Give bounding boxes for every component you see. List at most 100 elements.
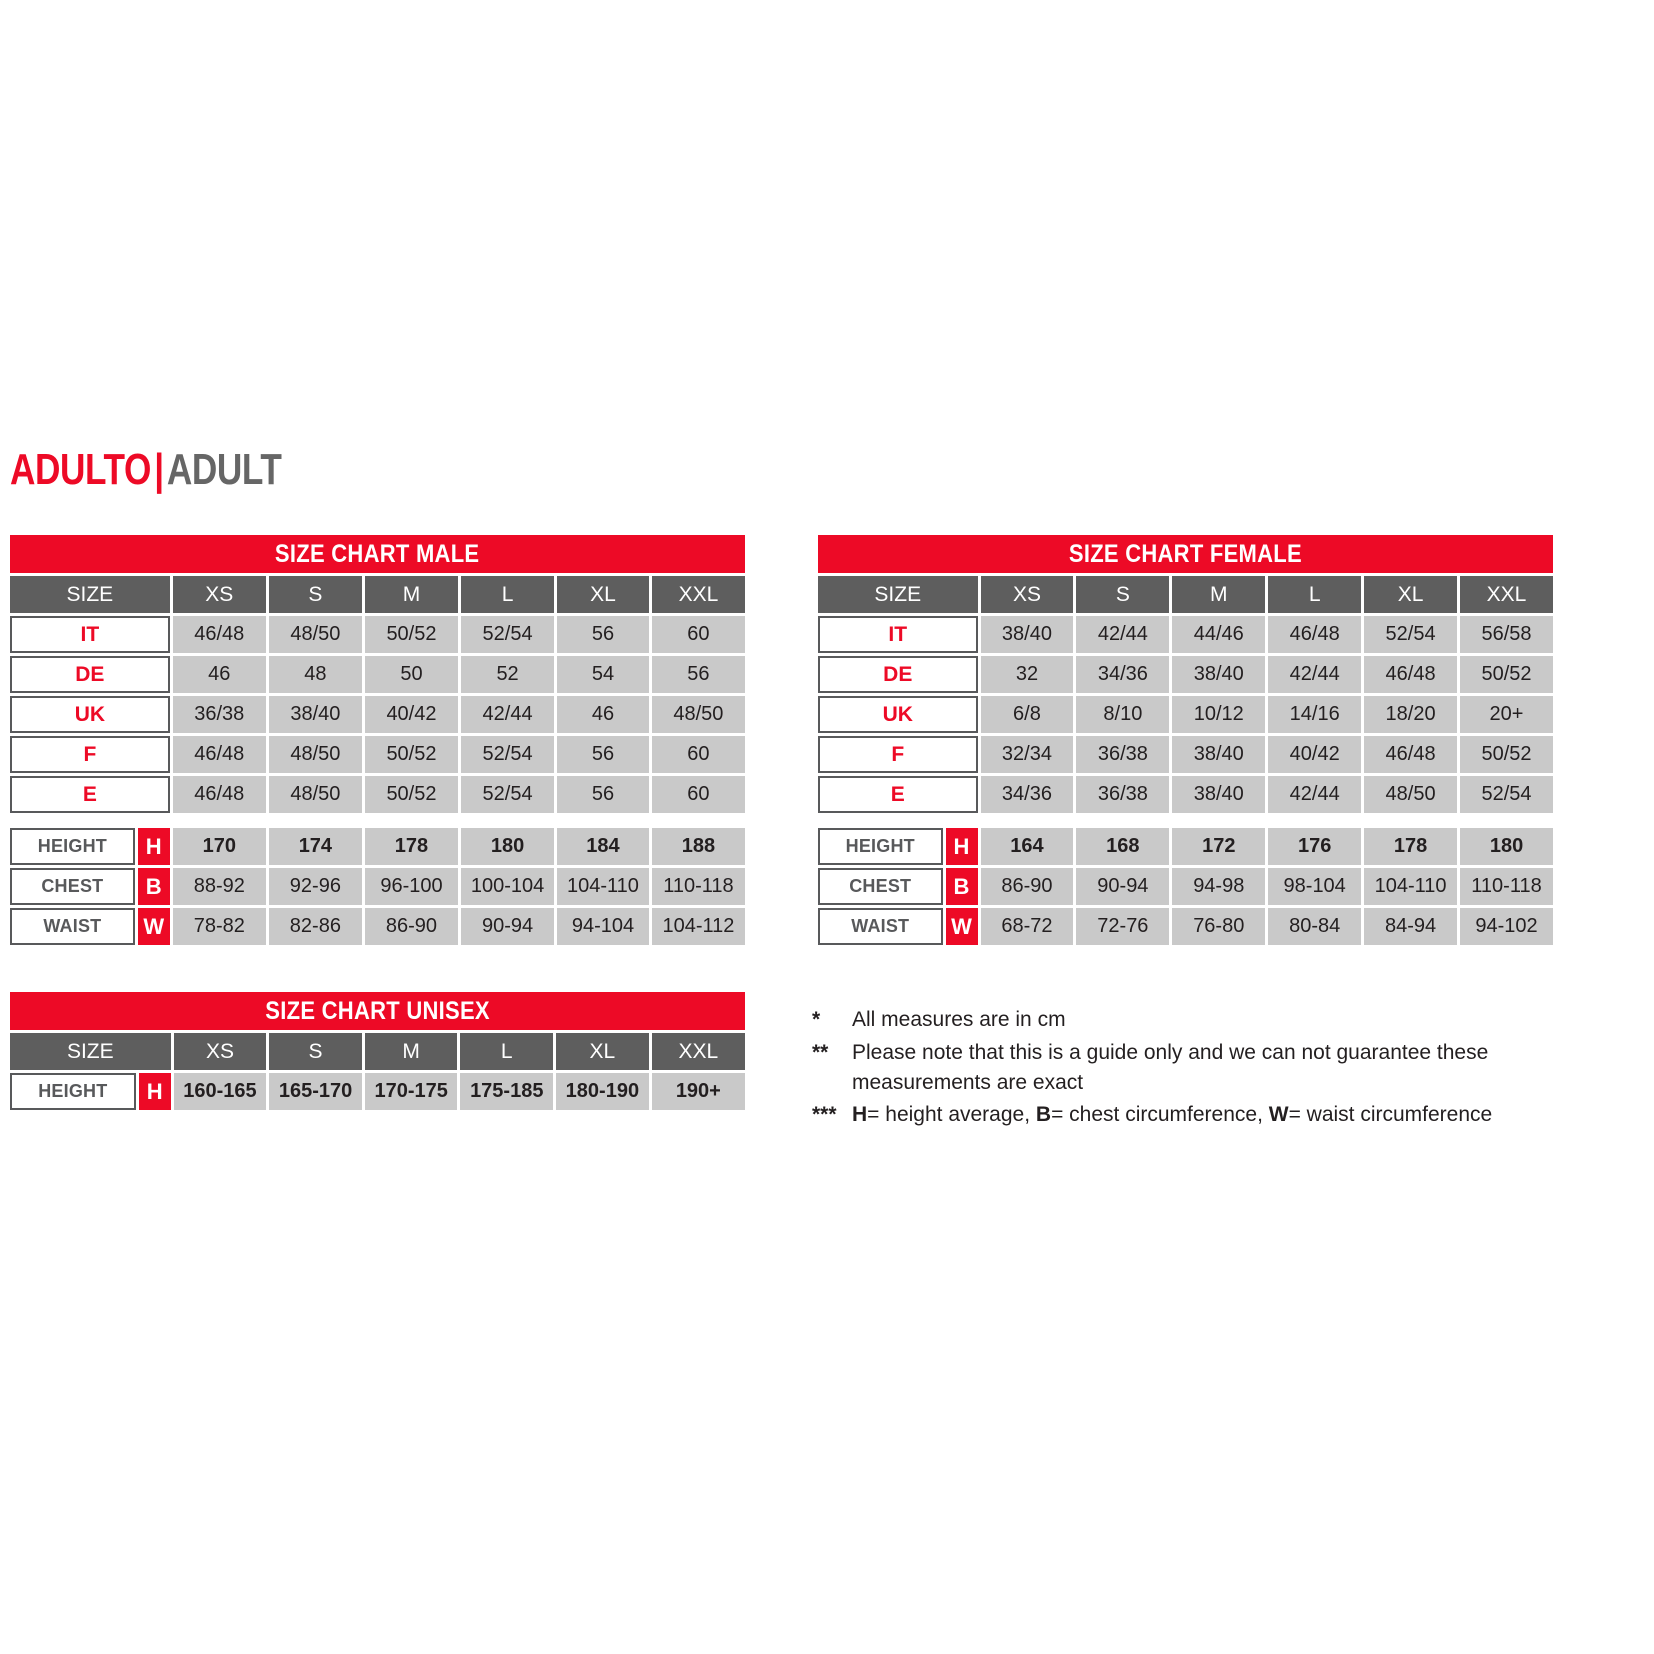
table-cell: 94-98 (1172, 868, 1266, 905)
table-cell: 50/52 (364, 616, 459, 653)
table-row: E 46/48 48/50 50/52 52/54 56 60 (10, 776, 745, 813)
measure-label: HEIGHT (818, 828, 943, 865)
table-cell: 94-102 (1460, 908, 1553, 945)
table-cell: 98-104 (1268, 868, 1362, 905)
table-cell: 184 (557, 828, 649, 865)
measure-badge-h: H (945, 828, 978, 865)
column-header-xxl: XXL (651, 1033, 745, 1070)
measure-badge-w: W (137, 908, 170, 945)
table-cell: 46/48 (172, 736, 266, 773)
table-cell: 42/44 (461, 696, 555, 733)
size-chart-female: SIZE CHART FEMALE SIZE XS S M L XL XXL IT 38/40 4… (818, 535, 1553, 945)
table-row: HEIGHT H 160-165 165-170 170-175 175-185 180-1… (10, 1073, 745, 1110)
table-cell: 78-82 (172, 908, 266, 945)
column-header-xl: XL (1364, 576, 1458, 613)
table-cell: 32 (980, 656, 1074, 693)
table-cell: 14/16 (1268, 696, 1362, 733)
table-cell: 38/40 (1172, 736, 1266, 773)
table-cell: 46/48 (172, 776, 266, 813)
table-cell: 48/50 (268, 616, 362, 653)
table-row: UK 6/8 8/10 10/12 14/16 18/20 20+ (818, 696, 1553, 733)
table-cell: 110-118 (651, 868, 745, 905)
column-header-xxl: XXL (651, 576, 745, 613)
column-header-m: M (364, 576, 459, 613)
table-cell: 72-76 (1076, 908, 1170, 945)
footnote-text: All measures are in cm (852, 1008, 1066, 1031)
table-cell: 56 (651, 656, 745, 693)
table-cell: 18/20 (1364, 696, 1458, 733)
table-cell: 56 (557, 776, 649, 813)
size-chart-unisex: SIZE CHART UNISEX SIZE XS S M L XL XXL HEIGHT H 1… (10, 992, 745, 1110)
table-cell: 38/40 (980, 616, 1074, 653)
table-cell: 36/38 (172, 696, 266, 733)
table-cell: 44/46 (1172, 616, 1266, 653)
measure-label: WAIST (818, 908, 943, 945)
row-label-height: HEIGHT H (10, 1073, 171, 1110)
table-cell: 6/8 (980, 696, 1074, 733)
measure-label: CHEST (10, 868, 135, 905)
table-row: F 32/34 36/38 38/40 40/42 46/48 50/52 (818, 736, 1553, 773)
footnote-marker: *** (812, 1103, 837, 1127)
column-header-m: M (364, 1033, 458, 1070)
table-header-row: SIZE XS S M L XL XXL (10, 1033, 745, 1070)
row-label-e: E (10, 776, 170, 813)
table-row: CHEST B 86-90 90-94 94-98 98-104 104-110 110-11… (818, 868, 1553, 905)
column-header-l: L (460, 1033, 554, 1070)
table-cell: 170 (172, 828, 266, 865)
table-cell: 40/42 (364, 696, 459, 733)
page-title: ADULTO|ADULT (10, 448, 282, 492)
table-cell: 36/38 (1076, 736, 1170, 773)
table-cell: 76-80 (1172, 908, 1266, 945)
table-cell: 48/50 (268, 776, 362, 813)
table-cell: 10/12 (1172, 696, 1266, 733)
measure-badge-h: H (138, 1073, 171, 1110)
table-cell: 40/42 (1268, 736, 1362, 773)
table-cell: 50/52 (1460, 656, 1553, 693)
measure-badge-b: B (945, 868, 978, 905)
table-cell: 84-94 (1364, 908, 1458, 945)
footnote-text: Please note that this is a guide only an… (852, 1040, 1489, 1094)
measure-label: HEIGHT (10, 828, 135, 865)
column-header-l: L (461, 576, 555, 613)
table-cell: 172 (1172, 828, 1266, 865)
table-cell: 46/48 (1364, 736, 1458, 773)
table-cell: 92-96 (268, 868, 362, 905)
table-row: WAIST W 78-82 82-86 86-90 90-94 94-104 104-112 (10, 908, 745, 945)
measure-badge-h: H (137, 828, 170, 865)
table-row: IT 46/48 48/50 50/52 52/54 56 60 (10, 616, 745, 653)
table-row: UK 36/38 38/40 40/42 42/44 46 48/50 (10, 696, 745, 733)
table-cell: 46 (557, 696, 649, 733)
column-header-s: S (1076, 576, 1170, 613)
table-cell: 100-104 (461, 868, 555, 905)
table-cell: 46/48 (172, 616, 266, 653)
table-cell: 48 (268, 656, 362, 693)
table-cell: 88-92 (172, 868, 266, 905)
table-cell: 20+ (1460, 696, 1553, 733)
column-header-size: SIZE (818, 576, 978, 613)
table-cell: 82-86 (268, 908, 362, 945)
size-chart-male: SIZE CHART MALE SIZE XS S M L XL XXL IT 46/48 48/… (10, 535, 745, 945)
table-cell: 50/52 (1460, 736, 1553, 773)
table-cell: 104-112 (651, 908, 745, 945)
row-label-f: F (818, 736, 978, 773)
table-cell: 50/52 (364, 776, 459, 813)
table-cell: 96-100 (364, 868, 459, 905)
table-cell: 42/44 (1076, 616, 1170, 653)
table-cell: 48/50 (651, 696, 745, 733)
table-cell: 56/58 (1460, 616, 1553, 653)
column-header-xl: XL (556, 1033, 649, 1070)
table-cell: 54 (557, 656, 649, 693)
table-row: F 46/48 48/50 50/52 52/54 56 60 (10, 736, 745, 773)
table-cell: 176 (1268, 828, 1362, 865)
footnote-3: *** H= height average, B= chest circumfer… (812, 1100, 1592, 1130)
table-cell: 34/36 (980, 776, 1074, 813)
table-cell: 80-84 (1268, 908, 1362, 945)
table-cell: 42/44 (1268, 656, 1362, 693)
size-table-female: SIZE XS S M L XL XXL IT 38/40 42/44 44/46 46/48 52/5… (815, 573, 1556, 948)
table-row: WAIST W 68-72 72-76 76-80 80-84 84-94 94-102 (818, 908, 1553, 945)
table-cell: 48/50 (1364, 776, 1458, 813)
column-header-l: L (1268, 576, 1362, 613)
footnote-marker: * (812, 1008, 821, 1031)
row-label-uk: UK (818, 696, 978, 733)
row-label-e: E (818, 776, 978, 813)
